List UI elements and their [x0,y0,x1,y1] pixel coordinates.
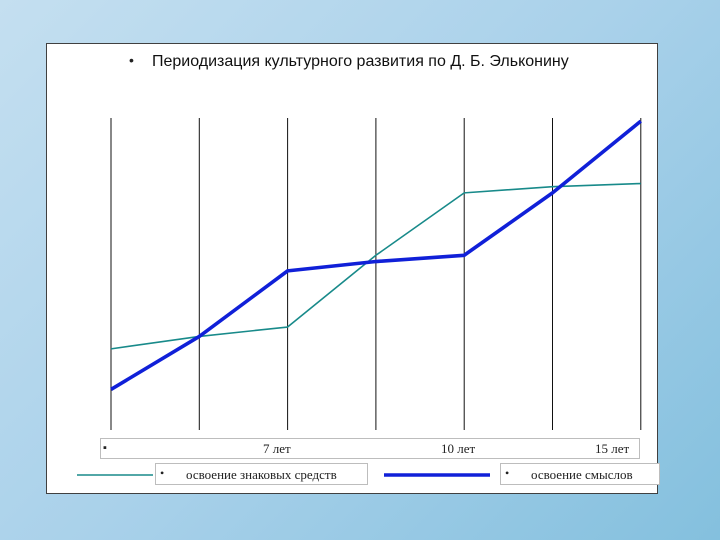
legend-item-meanings: • освоение смыслов [500,463,660,485]
legend-label-meanings: освоение смыслов [531,467,633,482]
x-axis-bullet: ▪ [103,442,107,454]
legend-label-signs: освоение знаковых средств [186,467,337,482]
x-axis-labels: ▪ 7 лет 10 лет 15 лет [100,438,640,459]
legend-bullet: • [160,466,165,480]
title-bullet: • [129,52,134,68]
legend-item-signs: • освоение знаковых средств [155,463,368,485]
chart-title: Периодизация культурного развития по Д. … [152,53,569,70]
series-line-2 [110,119,642,391]
legend-bullet: • [505,466,510,480]
series-layer [110,119,642,391]
slide-frame [46,43,658,494]
x-tick-label-7: 7 лет [263,441,291,456]
title-box: • Периодизация культурного развития по Д… [92,51,642,73]
x-tick-label-10: 10 лет [441,441,476,456]
x-tick-label-15: 15 лет [595,441,630,456]
grid-lines [110,118,642,430]
